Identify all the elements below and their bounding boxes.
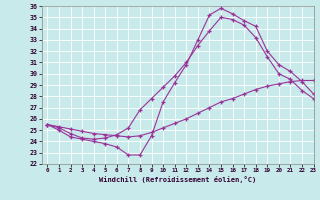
X-axis label: Windchill (Refroidissement éolien,°C): Windchill (Refroidissement éolien,°C) xyxy=(99,176,256,183)
